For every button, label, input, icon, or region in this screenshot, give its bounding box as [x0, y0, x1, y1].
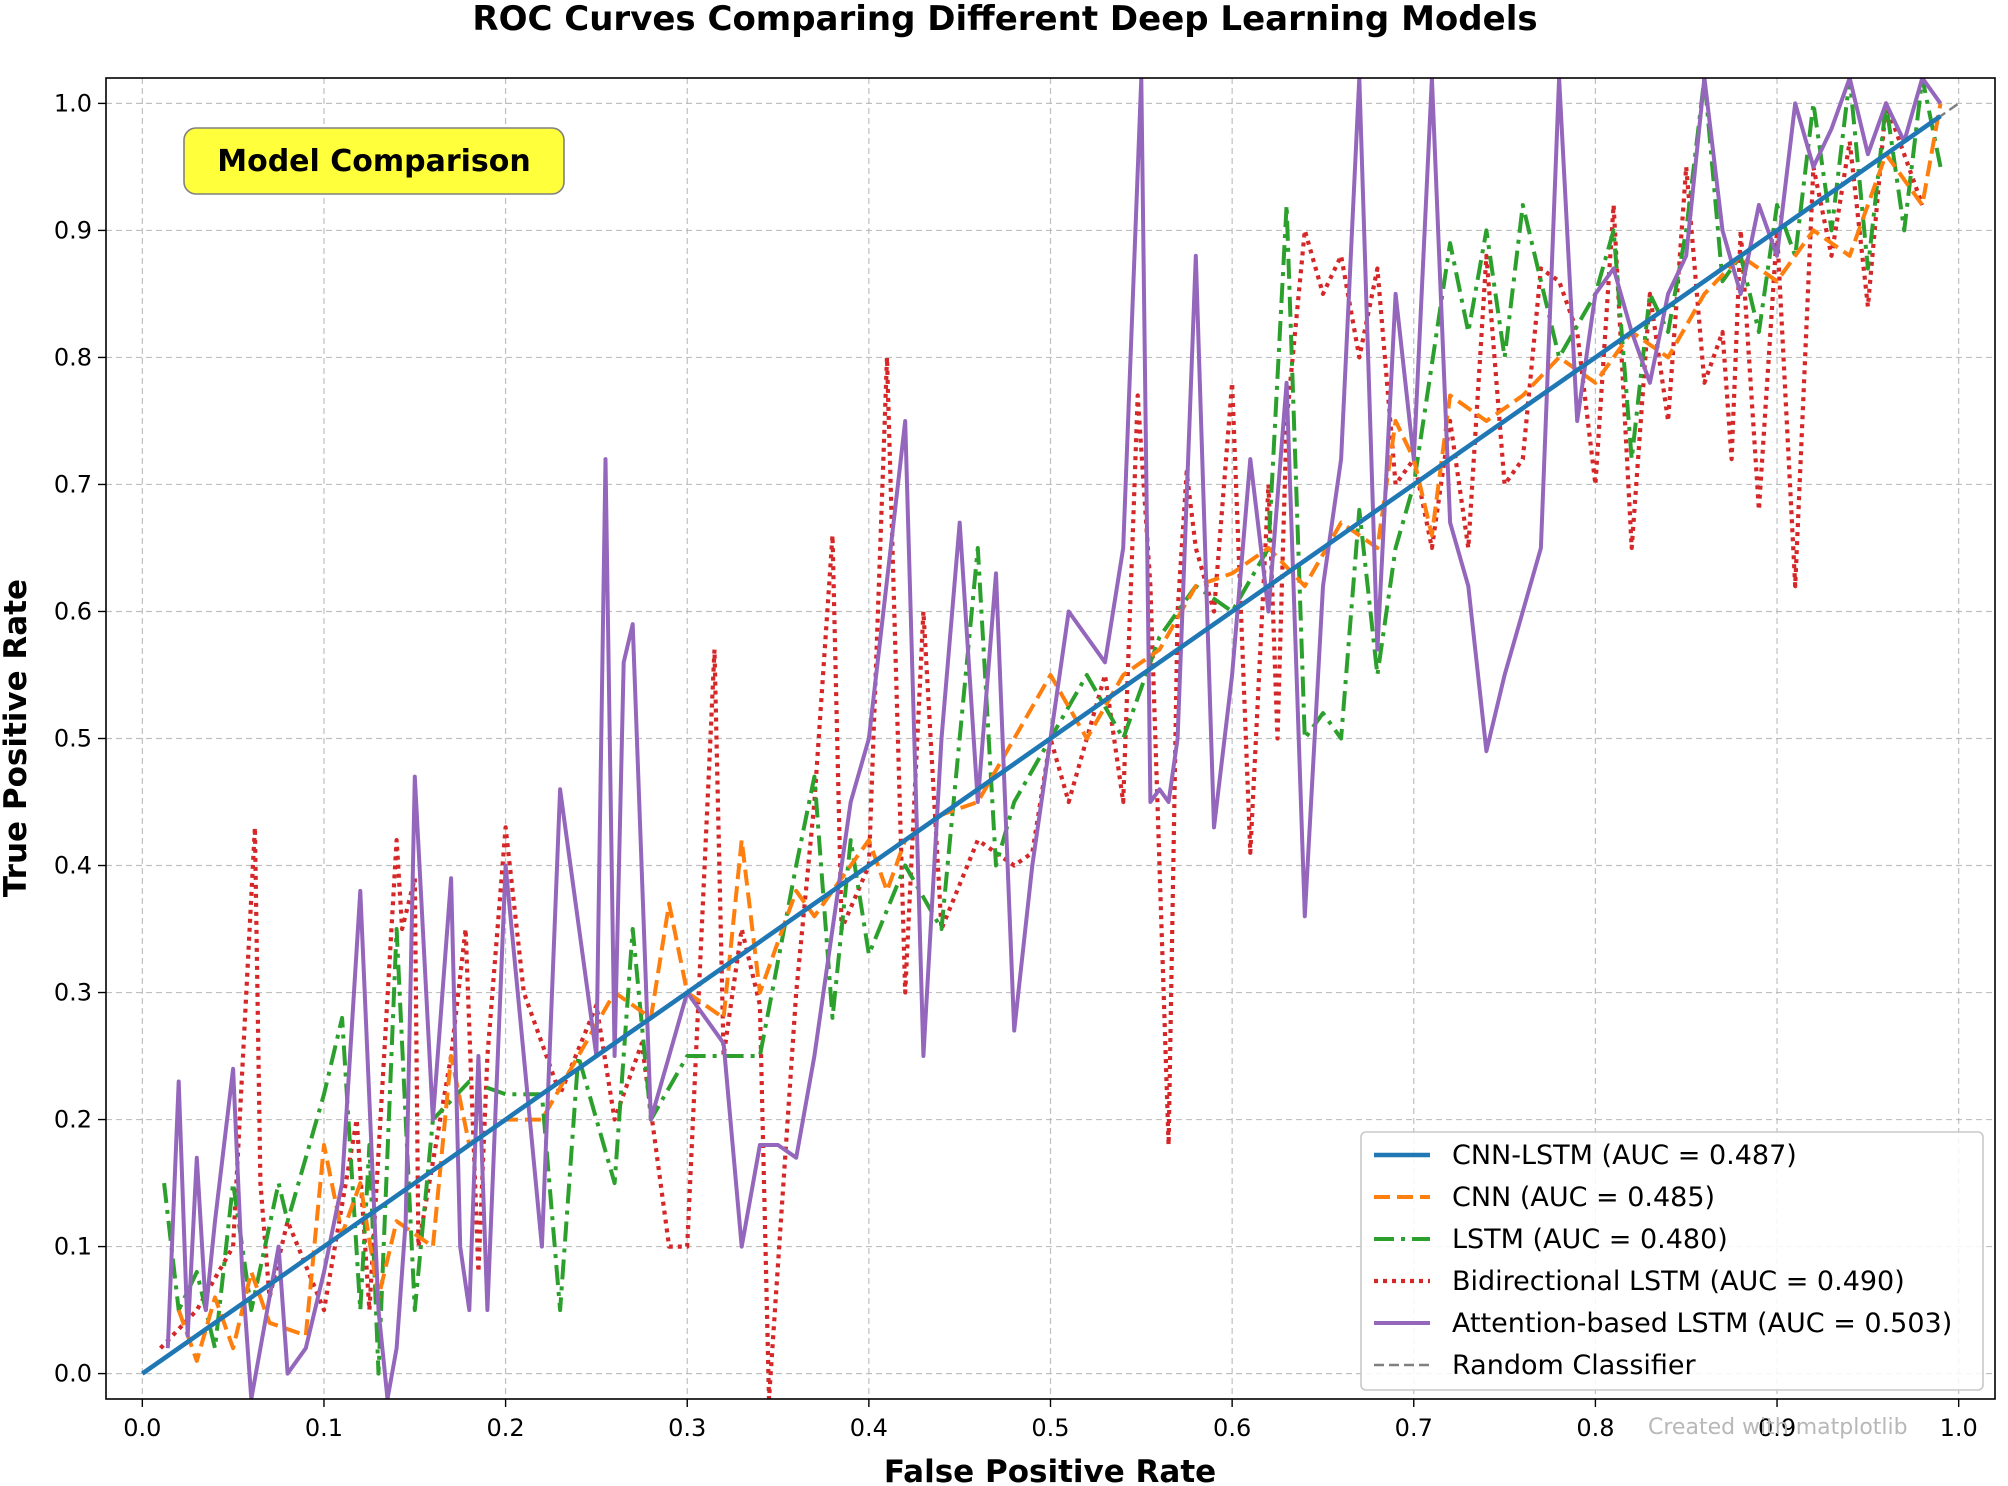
y-tick-label: 1.0: [54, 89, 92, 117]
annotation-box: Model Comparison: [183, 127, 565, 195]
x-tick-label: 0.7: [1395, 1414, 1433, 1442]
y-tick-label: 0.0: [54, 1360, 92, 1388]
legend-label-cnn: CNN (AUC = 0.485): [1452, 1182, 1715, 1213]
x-tick-label: 0.3: [668, 1414, 706, 1442]
series-line-lstm: [162, 78, 1943, 1376]
annotation-background: [183, 127, 565, 195]
legend-frame: [1360, 1131, 1984, 1391]
x-tick-label: 0.0: [123, 1414, 161, 1442]
y-axis-ticks: 0.0 0.1 0.2 0.3 0.4 0.5 0.6 0.7 0.8 0.9 1.0: [54, 89, 106, 1388]
watermark: Created with matplotlib: [1648, 1415, 1908, 1440]
y-tick-label: 0.7: [54, 470, 92, 498]
legend-label-cnn-lstm: CNN-LSTM (AUC = 0.487): [1452, 1140, 1797, 1171]
series-line-attention-based-lstm: [165, 78, 1943, 1399]
legend-label-bidirectional-lstm: Bidirectional LSTM (AUC = 0.490): [1452, 1266, 1905, 1297]
y-tick-label: 0.4: [54, 852, 92, 880]
y-tick-label: 0.5: [54, 725, 92, 753]
y-tick-label: 0.3: [54, 979, 92, 1007]
chart-title: ROC Curves Comparing Different Deep Lear…: [472, 0, 1537, 39]
x-tick-label: 0.9: [1758, 1414, 1796, 1442]
y-tick-label: 0.6: [54, 597, 92, 625]
y-axis-label: True Positive Rate: [0, 579, 34, 897]
series-layer: [140, 78, 1960, 1399]
x-tick-label: 1.0: [1940, 1414, 1978, 1442]
series-line-cnn-lstm: [140, 114, 1942, 1376]
x-tick-label: 0.6: [1213, 1414, 1251, 1442]
x-tick-label: 0.4: [850, 1414, 888, 1442]
legend: CNN-LSTM (AUC = 0.487) CNN (AUC = 0.485) L…: [1360, 1131, 1984, 1391]
y-tick-label: 0.9: [54, 216, 92, 244]
x-tick-label: 0.2: [487, 1414, 525, 1442]
y-tick-label: 0.1: [54, 1233, 92, 1261]
y-tick-label: 0.8: [54, 343, 92, 371]
legend-label-attention-based-lstm: Attention-based LSTM (AUC = 0.503): [1452, 1308, 1952, 1339]
x-axis-ticks: 0.0 0.1 0.2 0.3 0.4 0.5 0.6 0.7 0.8 0.9 1.0: [123, 1399, 1978, 1442]
y-tick-label: 0.2: [54, 1106, 92, 1134]
legend-label-random-classifier: Random Classifier: [1452, 1350, 1697, 1381]
x-axis-label: False Positive Rate: [884, 1454, 1216, 1486]
legend-label-lstm: LSTM (AUC = 0.480): [1452, 1224, 1728, 1255]
x-tick-label: 0.8: [1576, 1414, 1614, 1442]
annotation-text: Model Comparison: [217, 144, 531, 179]
x-tick-label: 0.5: [1031, 1414, 1069, 1442]
x-tick-label: 0.1: [305, 1414, 343, 1442]
